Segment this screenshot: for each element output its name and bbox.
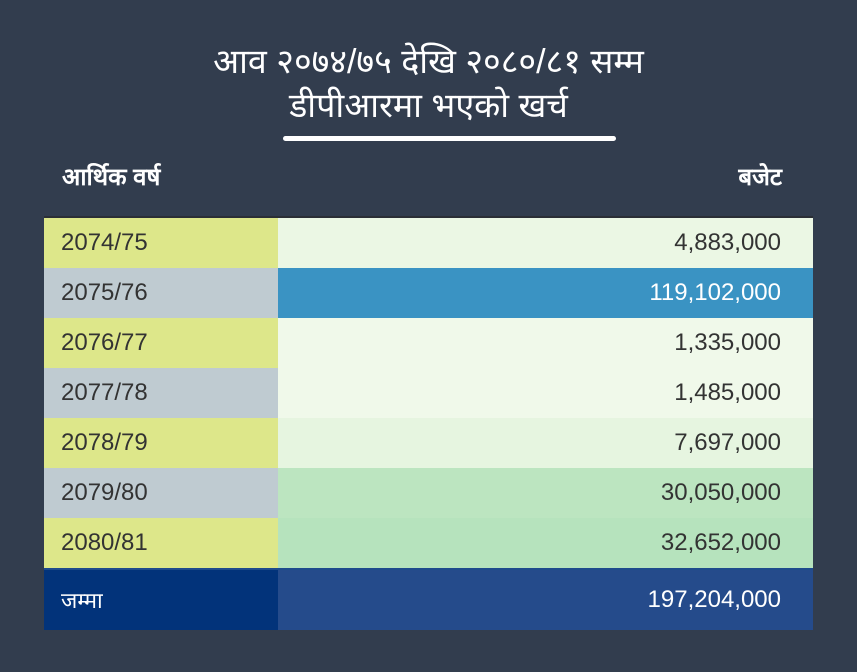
title-underline [283, 136, 616, 141]
year-cell: 2080/81 [44, 518, 278, 568]
budget-cell: 1,335,000 [278, 318, 813, 368]
title-line-2: डीपीआरमा भएको खर्च [289, 87, 568, 125]
budget-cell: 4,883,000 [278, 218, 813, 268]
table-row: 2080/81 32,652,000 [44, 518, 813, 568]
table-row: 2078/79 7,697,000 [44, 418, 813, 468]
year-cell: 2074/75 [44, 218, 278, 268]
year-cell: 2078/79 [44, 418, 278, 468]
year-cell: 2075/76 [44, 268, 278, 318]
year-cell: 2077/78 [44, 368, 278, 418]
table-row: 2077/78 1,485,000 [44, 368, 813, 418]
column-header-year: आर्थिक वर्ष [62, 164, 161, 191]
budget-cell: 32,652,000 [278, 518, 813, 568]
total-row: जम्मा 197,204,000 [44, 568, 813, 630]
table-row: 2075/76 119,102,000 [44, 268, 813, 318]
budget-cell: 7,697,000 [278, 418, 813, 468]
total-budget: 197,204,000 [278, 570, 813, 630]
table-row: 2079/80 30,050,000 [44, 468, 813, 518]
year-cell: 2079/80 [44, 468, 278, 518]
column-header-budget: बजेट [738, 164, 782, 191]
budget-cell: 1,485,000 [278, 368, 813, 418]
table-row: 2076/77 1,335,000 [44, 318, 813, 368]
year-cell: 2076/77 [44, 318, 278, 368]
budget-table: 2074/75 4,883,000 2075/76 119,102,000 2076/7… [44, 216, 813, 630]
title-line-1: आव २०७४/७५ देखि २०८०/८१ सम्म [213, 43, 644, 81]
budget-cell: 30,050,000 [278, 468, 813, 518]
budget-cell: 119,102,000 [278, 268, 813, 318]
table-row: 2074/75 4,883,000 [44, 218, 813, 268]
total-label: जम्मा [44, 570, 278, 630]
